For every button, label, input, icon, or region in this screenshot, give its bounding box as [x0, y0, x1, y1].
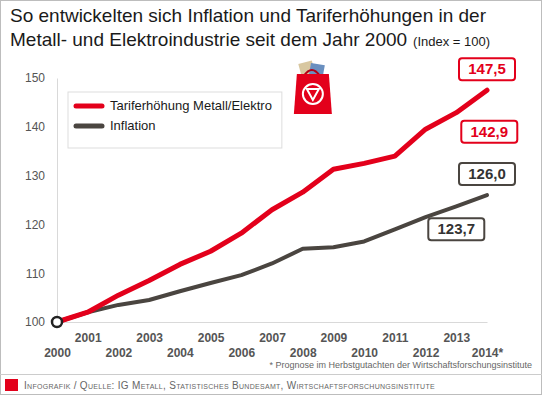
x-tick: 2011 [382, 322, 408, 345]
data-label-text: 126,0 [468, 165, 506, 182]
x-tick-label: 2007 [259, 331, 286, 345]
x-tick-label: 2011 [382, 331, 408, 345]
x-tick-label: 2006 [228, 346, 255, 360]
bag-logo [307, 89, 319, 100]
x-tick: 2014* [472, 322, 504, 360]
data-label-box [461, 121, 517, 143]
footnote: * Prognose im Herbstgutachten der Wirtsc… [269, 360, 532, 370]
bag-icon [294, 60, 332, 114]
data-label: 147,5 [459, 58, 515, 80]
data-label-box [459, 163, 515, 185]
x-axis-line [58, 322, 488, 323]
x-tick-label: 2013 [443, 331, 470, 345]
x-tick: 2005 [198, 322, 225, 345]
x-axis: 2000 2001 20022003 2004 20052006 2007 2008 2009… [44, 322, 503, 360]
legend-label: Inflation [110, 118, 156, 133]
y-axis: 100 110 120 130 140 150 [25, 71, 58, 329]
x-tick: 2007 [259, 322, 286, 345]
divider [0, 374, 542, 375]
data-label-box [459, 58, 515, 80]
x-tick-label: 2001 [75, 331, 102, 345]
x-tick: 2010 [351, 322, 378, 360]
x-tick-label: 2004 [167, 346, 194, 360]
x-tick: 2004 [167, 322, 194, 360]
legend-box [68, 92, 282, 148]
y-tick-label: 140 [25, 120, 45, 134]
data-label: 142,9 [461, 121, 517, 143]
x-tick-label: 2008 [290, 346, 317, 360]
x-tick-label: 2014* [472, 346, 504, 360]
y-tick: 110 [26, 267, 57, 281]
y-tick: 120 [25, 218, 57, 232]
y-tick-label: 110 [26, 267, 45, 281]
x-tick-label: 2003 [136, 331, 163, 345]
bag-body [294, 74, 332, 114]
y-tick-label: 130 [25, 169, 45, 183]
data-label: 126,0 [459, 163, 515, 185]
data-label: 123,7 [428, 218, 484, 240]
series-line [57, 90, 487, 322]
data-label-text: 147,5 [468, 60, 506, 77]
x-tick-label: 2010 [351, 346, 378, 360]
y-tick-label: 120 [25, 218, 45, 232]
y-tick-label: 150 [25, 71, 45, 85]
x-tick: 2002 [106, 322, 133, 360]
legend-label: Tariferhöhung Metall/Elektro [110, 98, 272, 113]
frame [1, 1, 542, 395]
logo [5, 379, 18, 391]
x-tick: 2008 [290, 322, 317, 360]
legend-swatch [76, 104, 102, 109]
start-marker [52, 317, 62, 327]
data-label-text: 142,9 [471, 123, 509, 140]
subtitle: (Index = 100) [413, 34, 490, 49]
legend: Tariferhöhung Metall/Elektro Inflation [68, 92, 282, 148]
bag-logo [303, 84, 323, 104]
x-tick: 2013 [443, 322, 470, 345]
chart: So entwickelten sich Inflation und Tarif… [0, 0, 542, 395]
x-tick-label: 2002 [106, 346, 133, 360]
data-label-text: 123,7 [438, 220, 476, 237]
data-label-box [428, 218, 484, 240]
x-tick-label: 2009 [321, 331, 348, 345]
legend-swatch [76, 124, 102, 129]
x-tick: 2009 [321, 322, 348, 345]
y-tick: 130 [25, 169, 57, 183]
x-tick: 2001 [75, 322, 102, 345]
y-tick: 150 [25, 71, 57, 85]
data-labels: 142,9 147,5 123,7 126,0 [428, 58, 517, 240]
y-axis-line [57, 79, 58, 323]
x-tick: 2003 [136, 322, 163, 345]
series-line [57, 195, 487, 322]
x-tick: 2012 [413, 322, 440, 360]
x-tick-label: 2005 [198, 331, 225, 345]
x-tick-label: 2012 [413, 346, 440, 360]
y-tick: 140 [25, 120, 57, 134]
source: Infografik / Quelle: IG Metall, Statisti… [24, 380, 435, 391]
y-tick-label: 100 [25, 315, 45, 329]
plot [52, 90, 487, 327]
x-tick: 2006 [228, 322, 255, 360]
x-tick-label: 2000 [44, 346, 71, 360]
